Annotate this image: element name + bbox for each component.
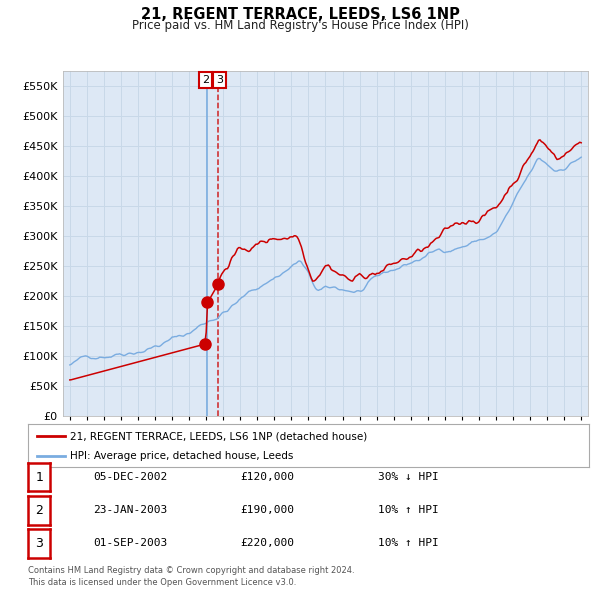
Text: 21, REGENT TERRACE, LEEDS, LS6 1NP (detached house): 21, REGENT TERRACE, LEEDS, LS6 1NP (deta… [70,431,368,441]
Text: 10% ↑ HPI: 10% ↑ HPI [378,506,439,515]
Text: 2: 2 [35,504,43,517]
Text: 2: 2 [202,75,209,85]
Text: 01-SEP-2003: 01-SEP-2003 [93,539,167,548]
Text: 3: 3 [216,75,223,85]
Text: £120,000: £120,000 [240,473,294,482]
Text: HPI: Average price, detached house, Leeds: HPI: Average price, detached house, Leed… [70,451,293,461]
Text: 1: 1 [35,471,43,484]
Text: 05-DEC-2002: 05-DEC-2002 [93,473,167,482]
Text: 30% ↓ HPI: 30% ↓ HPI [378,473,439,482]
Text: Price paid vs. HM Land Registry's House Price Index (HPI): Price paid vs. HM Land Registry's House … [131,19,469,32]
Text: Contains HM Land Registry data © Crown copyright and database right 2024.
This d: Contains HM Land Registry data © Crown c… [28,566,355,587]
Text: 3: 3 [35,537,43,550]
Text: 21, REGENT TERRACE, LEEDS, LS6 1NP: 21, REGENT TERRACE, LEEDS, LS6 1NP [140,7,460,22]
Text: 10% ↑ HPI: 10% ↑ HPI [378,539,439,548]
Text: 23-JAN-2003: 23-JAN-2003 [93,506,167,515]
Text: £220,000: £220,000 [240,539,294,548]
Text: £190,000: £190,000 [240,506,294,515]
